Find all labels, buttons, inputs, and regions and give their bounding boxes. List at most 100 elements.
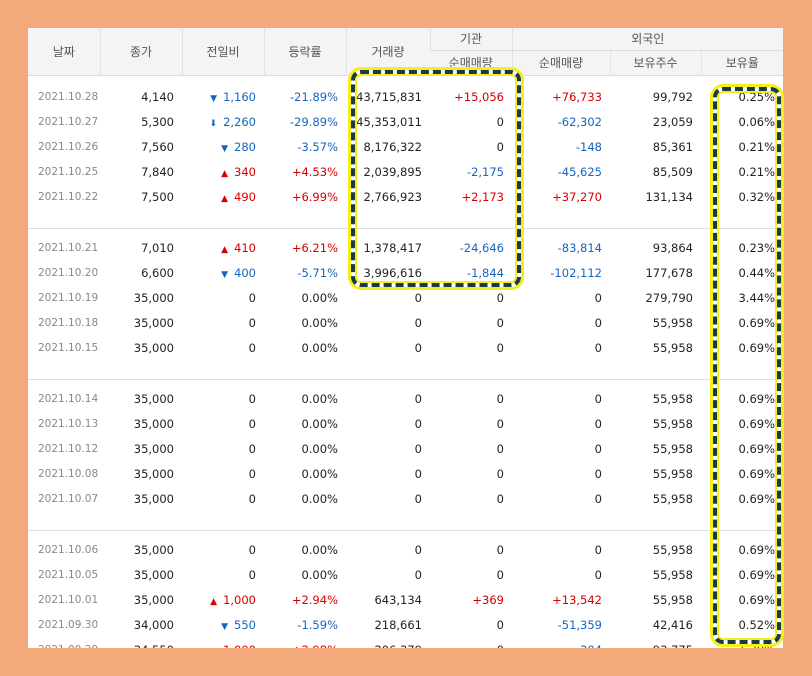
table-row: 2021.10.22 7,500 ▲ 490 +6.99% 2,766,923 +2,173…	[28, 184, 783, 209]
cell-rate: 0.00%	[301, 441, 338, 456]
cell-volume: 643,134	[374, 592, 422, 607]
cell-close: 35,000	[133, 315, 174, 330]
cell-rate: +2.94%	[291, 592, 338, 607]
cell-volume: 206,379	[346, 637, 430, 649]
cell-foreign-ratio: 0.69%	[738, 416, 776, 431]
cell-inst-net: 0	[496, 391, 504, 406]
cell-volume: 0	[414, 567, 422, 582]
cell-foreign-net: 0	[594, 340, 602, 355]
cell-rate: -5.71%	[297, 265, 338, 280]
cell-foreign-ratio: 0.69%	[738, 542, 776, 557]
table-row: 2021.10.05 35,000 0 0.00% 0 0 0 55,958 0.69%	[28, 562, 783, 587]
cell-diff: 0	[182, 386, 264, 411]
cell-foreign-net: -148	[575, 139, 602, 154]
cell-date: 2021.10.07	[38, 492, 99, 505]
cell-date: 2021.10.14	[38, 392, 99, 405]
triangle-up-icon: ▲	[210, 647, 217, 649]
cell-diff: 0	[182, 285, 264, 310]
cell-close: 7,010	[141, 240, 174, 255]
cell-rate: -29.89%	[290, 114, 338, 129]
cell-foreign-hold: 99,792	[652, 89, 693, 104]
cell-volume: 0	[414, 416, 422, 431]
table-row: 2021.10.15 35,000 0 0.00% 0 0 0 55,958 0.69%	[28, 335, 783, 360]
table-row: 2021.10.20 6,600 ▼ 400 -5.71% 3,996,616 -1,844…	[28, 260, 783, 285]
cell-close: 35,000	[133, 416, 174, 431]
cell-foreign-ratio: 0.06%	[738, 114, 776, 129]
cell-rate: -3.57%	[297, 139, 338, 154]
cell-diff-value: 2,260	[223, 114, 256, 129]
table-row: 2021.10.07 35,000 0 0.00% 0 0 0 55,958 0.69%	[28, 486, 783, 511]
cell-diff: ⬇ 2,260	[182, 109, 264, 134]
cell-foreign-net: 0	[594, 567, 602, 582]
cell-diff: 0	[182, 436, 264, 461]
cell-volume: 0	[414, 441, 422, 456]
table-row: 2021.10.26 7,560 ▼ 280 -3.57% 8,176,322 0 -148 8…	[28, 134, 783, 159]
cell-volume: 43,715,831	[356, 89, 422, 104]
cell-volume: 0	[414, 466, 422, 481]
cell-foreign-net: -102,112	[550, 265, 602, 280]
cell-foreign-net: -304	[512, 637, 610, 649]
cell-foreign-ratio: 0.69%	[738, 441, 776, 456]
group-divider	[28, 511, 783, 531]
cell-foreign-hold: 55,958	[652, 491, 693, 506]
cell-date: 2021.09.30	[38, 618, 99, 631]
cell-rate: 0.00%	[301, 567, 338, 582]
cell-foreign-ratio: 0.23%	[738, 240, 776, 255]
group-spacer	[28, 75, 783, 84]
cell-inst-net: 0	[496, 466, 504, 481]
stock-daily-table-panel: 날짜 종가 전일비 등락률 거래량 기관 외국인 순매매량 순매매량 보유주수 …	[28, 28, 783, 648]
cell-foreign-net: -62,302	[557, 114, 602, 129]
cell-close: 7,500	[141, 189, 174, 204]
cell-foreign-hold: 55,958	[652, 441, 693, 456]
triangle-up-icon: ▲	[221, 244, 229, 255]
cell-rate: 0.00%	[301, 491, 338, 506]
cell-foreign-hold: 55,958	[652, 592, 693, 607]
cell-close: 7,560	[141, 139, 174, 154]
cell-foreign-ratio: 0.69%	[738, 466, 776, 481]
cell-close: 35,000	[133, 290, 174, 305]
cell-close: 35,000	[133, 592, 174, 607]
cell-diff-value: 0	[248, 315, 256, 330]
header-date: 날짜	[28, 28, 100, 76]
cell-rate: 0.00%	[301, 391, 338, 406]
cell-foreign-net: 0	[594, 315, 602, 330]
cell-inst-net: +15,056	[454, 89, 504, 104]
cell-close: 4,140	[141, 89, 174, 104]
cell-foreign-net: +37,270	[552, 189, 602, 204]
cell-inst-net: 0	[496, 567, 504, 582]
cell-diff: ▼ 400	[182, 260, 264, 285]
cell-rate: +4.53%	[291, 164, 338, 179]
cell-volume: 0	[414, 542, 422, 557]
cell-diff-value: 280	[234, 139, 256, 154]
cell-foreign-hold: 93,775	[610, 637, 701, 649]
cell-foreign-ratio: 0.69%	[738, 491, 776, 506]
header-foreign-ratio: 보유율	[700, 50, 783, 76]
cell-date: 2021.10.06	[38, 543, 99, 556]
cell-date: 2021.10.28	[38, 90, 99, 103]
cell-diff-value: 0	[248, 466, 256, 481]
triangle-down-icon: ▼	[221, 143, 229, 154]
cell-volume: 0	[414, 315, 422, 330]
cell-date: 2021.10.26	[38, 140, 99, 153]
cell-foreign-hold: 85,361	[652, 139, 693, 154]
cell-diff: 0	[182, 335, 264, 360]
cell-inst-net: 0	[430, 637, 512, 649]
cell-rate: -21.89%	[290, 89, 338, 104]
cell-volume: 2,766,923	[363, 189, 422, 204]
header-diff: 전일비	[181, 28, 264, 76]
cell-inst-net: 0	[496, 340, 504, 355]
header-institution: 기관	[429, 28, 512, 51]
header-foreign-hold: 보유주수	[609, 50, 701, 76]
group-divider	[28, 209, 783, 229]
cell-foreign-net: -83,814	[557, 240, 602, 255]
cell-rate: 0.00%	[301, 340, 338, 355]
table-header: 날짜 종가 전일비 등락률 거래량 기관 외국인 순매매량 순매매량 보유주수 …	[28, 28, 783, 76]
cell-foreign-ratio: 3.44%	[738, 290, 776, 305]
cell-date: 2021.10.25	[38, 165, 99, 178]
cell-volume: 45,353,011	[356, 114, 422, 129]
cell-rate: 0.00%	[301, 290, 338, 305]
cell-volume: 1,378,417	[363, 240, 422, 255]
stock-daily-table: 날짜 종가 전일비 등락률 거래량 기관 외국인 순매매량 순매매량 보유주수 …	[28, 28, 783, 648]
table-row: 2021.09.2934,550 ▲ 1,000 +2.98%206,3790-304…	[28, 637, 783, 649]
